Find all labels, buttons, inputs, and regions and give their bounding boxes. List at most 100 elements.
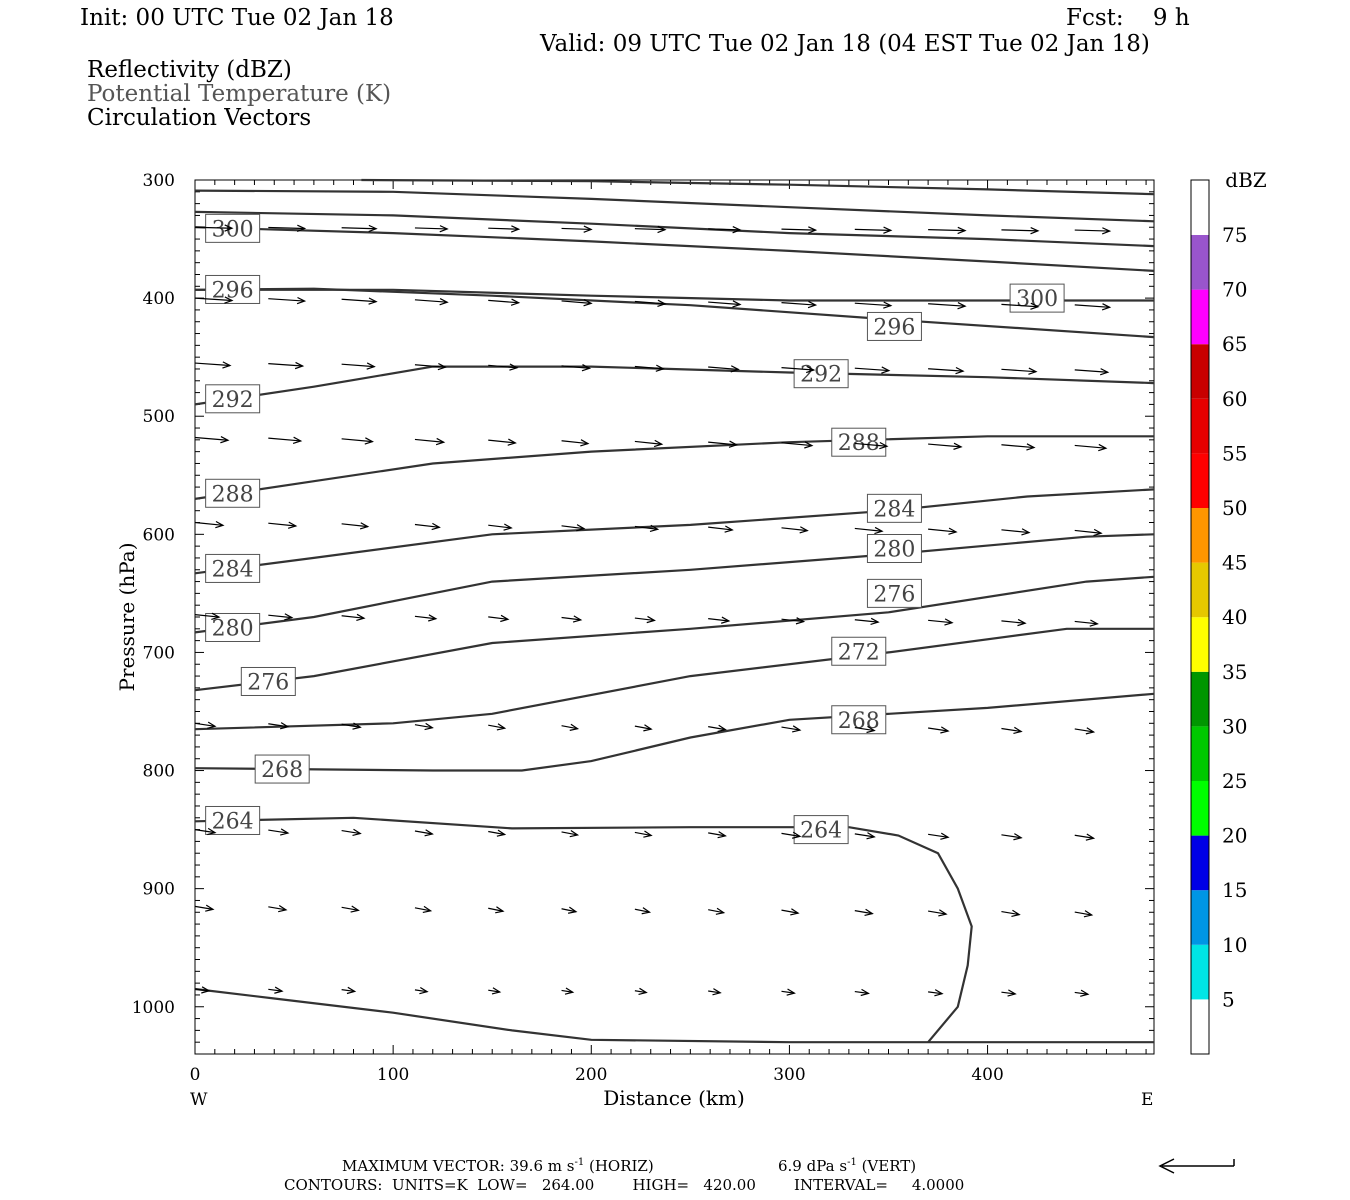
svg-text:280: 280 — [212, 616, 254, 641]
circulation-vector — [414, 722, 434, 731]
circulation-vector — [634, 439, 664, 448]
circulation-vector — [781, 365, 816, 374]
footer-max-vector: MAXIMUM VECTOR: 39.6 m s-1 (HORIZ) — [342, 1157, 654, 1175]
reference-vector-arrow-icon — [1158, 1158, 1235, 1174]
svg-text:276: 276 — [247, 670, 289, 695]
theta-contour-284 — [194, 488, 1155, 575]
circulation-vector — [854, 366, 891, 374]
circulation-vector — [561, 830, 580, 838]
circulation-vector — [561, 615, 583, 623]
colorbar: 5 10 15 20 25 30 35 40 45 50 55 60 65 70 75 — [1190, 179, 1247, 1055]
circulation-vector — [1074, 227, 1112, 235]
x-west-label: W — [190, 1090, 208, 1110]
circulation-vector — [781, 725, 802, 733]
circulation-vector — [854, 832, 876, 840]
svg-text:292: 292 — [212, 388, 254, 413]
circulation-vector — [708, 365, 740, 373]
colorbar-segment — [1191, 289, 1209, 345]
x-tick-label: 300 — [773, 1065, 805, 1085]
theta-contour-300 — [194, 226, 1155, 272]
circulation-vector — [414, 829, 434, 837]
svg-text:264: 264 — [800, 819, 842, 844]
circulation-vector — [708, 988, 722, 996]
circulation-vector — [1001, 989, 1017, 997]
circulation-vector — [194, 296, 234, 304]
circulation-vector — [1001, 726, 1023, 735]
circulation-vector — [488, 363, 519, 371]
circulation-vector — [194, 612, 221, 620]
contour-label-284: 284 — [866, 493, 922, 523]
colorbar-segment — [1191, 398, 1209, 454]
colorbar-segment — [1191, 999, 1209, 1054]
svg-text:276: 276 — [873, 582, 915, 607]
contour-label-300: 300 — [1009, 283, 1065, 313]
y-tick-label: 500 — [143, 407, 175, 427]
circulation-vector — [268, 722, 290, 730]
forecast-hour-text: Fcst: 9 h — [1066, 5, 1190, 31]
footer-vertical-scale: 6.9 dPa s-1 (VERT) — [778, 1157, 916, 1175]
colorbar-unit-label: dBZ — [1225, 168, 1267, 192]
circulation-vector — [928, 909, 948, 917]
contour-label-284: 284 — [205, 553, 261, 583]
circulation-vector — [928, 832, 950, 840]
theta-contour-264 — [194, 816, 849, 830]
circulation-vector — [1001, 909, 1021, 917]
colorbar-segment — [1191, 835, 1209, 891]
circulation-vector — [1001, 618, 1027, 627]
circulation-vector — [1001, 226, 1040, 235]
circulation-vector — [1074, 910, 1094, 918]
circulation-vector — [781, 617, 806, 625]
circulation-vector — [928, 366, 965, 375]
plot-area: 300 400 500 600 700 800 900 1000 0 100 200 300 400 30… — [132, 171, 1155, 1085]
svg-text:264: 264 — [212, 809, 254, 834]
colorbar-label: 45 — [1222, 551, 1247, 575]
circulation-vector — [341, 224, 378, 233]
circulation-vector — [854, 725, 876, 734]
circulation-vector — [194, 520, 225, 529]
svg-text:296: 296 — [873, 315, 915, 340]
colorbar-segment — [1191, 781, 1209, 836]
y-axis-label: Pressure (hPa) — [115, 543, 139, 692]
circulation-vector — [561, 987, 575, 995]
circulation-vector — [1074, 443, 1108, 452]
contour-label-268: 268 — [254, 754, 310, 784]
svg-text:284: 284 — [873, 497, 915, 522]
colorbar-label: 65 — [1222, 332, 1247, 356]
theta-contour-304 — [194, 189, 1155, 223]
circulation-vector — [561, 225, 593, 233]
x-tick-label: 200 — [575, 1065, 607, 1085]
contour-label-296: 296 — [866, 311, 922, 341]
theta-contour-304 — [361, 178, 1155, 196]
circulation-vector — [1074, 368, 1110, 376]
circulation-vector — [341, 437, 374, 445]
contour-label-288: 288 — [831, 427, 887, 457]
field-vectors-label: Circulation Vectors — [87, 105, 311, 131]
circulation-vector — [634, 907, 652, 915]
circulation-vector — [928, 302, 967, 310]
circulation-vector — [1001, 443, 1036, 451]
x-tick-label: 400 — [971, 1065, 1003, 1085]
theta-contour-296 — [194, 287, 1155, 339]
colorbar-label: 35 — [1222, 660, 1247, 684]
circulation-vector — [928, 726, 950, 734]
colorbar-segment — [1191, 344, 1209, 399]
colorbar-segment — [1191, 235, 1209, 290]
svg-text:300: 300 — [1016, 287, 1058, 312]
circulation-vector — [414, 614, 438, 622]
svg-text:280: 280 — [873, 537, 915, 562]
colorbar-label: 25 — [1222, 769, 1247, 793]
circulation-vector — [341, 722, 362, 730]
svg-text:272: 272 — [838, 640, 880, 665]
svg-text:284: 284 — [212, 557, 254, 582]
footer-contours-info: CONTOURS: UNITS=K LOW= 264.00 HIGH= 420.… — [284, 1176, 964, 1194]
circulation-vector — [781, 226, 818, 234]
circulation-vector — [488, 523, 513, 531]
y-tick-label: 400 — [143, 289, 175, 309]
theta-contour-280 — [194, 533, 1155, 634]
circulation-vector — [341, 362, 376, 370]
circulation-vector — [781, 831, 802, 839]
theta-contour-264 — [848, 826, 973, 1043]
contour-label-288: 288 — [205, 478, 261, 508]
circulation-vector — [268, 521, 298, 529]
circulation-vector — [414, 905, 433, 914]
